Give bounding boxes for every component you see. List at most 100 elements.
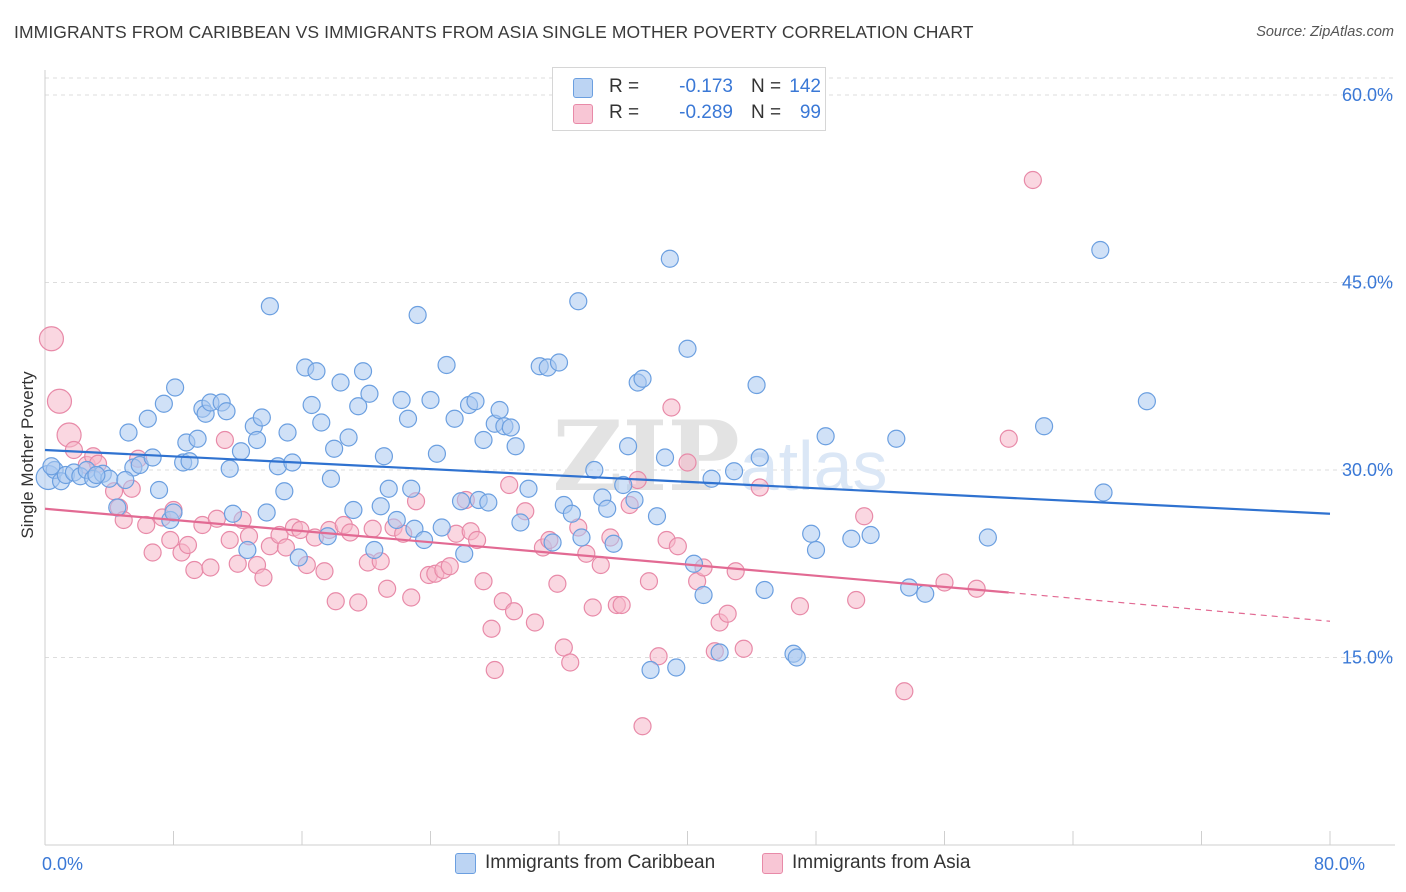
caribbean-points — [35, 240, 1156, 680]
caribbean-point — [455, 544, 474, 563]
asia-point — [718, 604, 737, 623]
caribbean-point — [138, 409, 157, 428]
y-tick-label: 15.0% — [1342, 648, 1393, 668]
asia-point — [326, 592, 345, 611]
caribbean-point — [750, 448, 769, 467]
asia-point — [612, 595, 631, 615]
asia-point — [402, 588, 421, 607]
asia-point — [220, 530, 239, 550]
asia-point — [440, 557, 459, 576]
caribbean-point — [569, 292, 588, 311]
asia-point — [1023, 170, 1042, 190]
asia-point — [485, 660, 504, 680]
legend-n-label: N = — [751, 102, 782, 123]
legend-r-value: -0.289 — [679, 102, 733, 123]
caribbean-point — [861, 525, 880, 545]
caribbean-point — [549, 353, 569, 372]
asia-point — [467, 530, 487, 550]
caribbean-point — [331, 373, 350, 392]
asia-point — [228, 554, 247, 573]
caribbean-point — [511, 513, 530, 532]
asia-point — [895, 682, 914, 701]
asia-point — [999, 429, 1018, 448]
caribbean-point — [374, 447, 394, 466]
x-tick-label: 0.0% — [42, 854, 83, 874]
caribbean-point — [402, 479, 421, 498]
chart-title: IMMIGRANTS FROM CARIBBEAN VS IMMIGRANTS … — [14, 22, 974, 42]
caribbean-point — [180, 452, 199, 471]
asia-point — [639, 572, 659, 591]
tick-labels: 15.0% 30.0% 45.0% 60.0% 0.0% 80.0% — [42, 85, 1393, 874]
asia-point — [750, 478, 769, 497]
caribbean-point — [371, 497, 390, 516]
caribbean-point — [660, 249, 679, 268]
asia-point — [855, 507, 874, 526]
y-tick-label: 30.0% — [1342, 460, 1393, 480]
caribbean-point — [116, 470, 135, 490]
caribbean-point — [437, 355, 456, 375]
y-axis-label: Single Mother Poverty — [18, 371, 37, 539]
legend-swatch-asia — [762, 853, 783, 874]
asia-point — [504, 602, 524, 621]
asia-point — [185, 560, 204, 580]
caribbean-point — [414, 530, 434, 550]
asia-point — [678, 453, 697, 472]
legend-swatch-caribbean — [455, 853, 476, 874]
caribbean-point — [392, 390, 411, 410]
asia-point — [201, 558, 220, 577]
asia-point — [662, 398, 681, 417]
asia-point — [482, 619, 501, 638]
caribbean-point — [379, 479, 398, 498]
caribbean-point — [787, 648, 806, 667]
caribbean-point — [604, 534, 623, 553]
source-label: Source: ZipAtlas.com — [1256, 24, 1394, 40]
asia-point — [378, 579, 397, 598]
legend-r-label: R = — [609, 76, 640, 97]
caribbean-point — [87, 465, 106, 485]
caribbean-point — [321, 469, 341, 488]
caribbean-point — [490, 400, 509, 420]
caribbean-point — [694, 585, 713, 605]
caribbean-point — [562, 504, 581, 523]
caribbean-point — [1094, 483, 1113, 502]
caribbean-point — [900, 578, 919, 597]
caribbean-point — [427, 444, 447, 463]
caribbean-point — [231, 442, 251, 461]
caribbean-point — [702, 469, 721, 488]
caribbean-point — [252, 408, 271, 427]
caribbean-point — [149, 480, 169, 500]
asia-point — [668, 537, 687, 556]
caribbean-point — [339, 428, 358, 447]
caribbean-point — [633, 369, 652, 388]
x-tick-label: 80.0% — [1314, 854, 1365, 874]
caribbean-point — [887, 429, 906, 448]
caribbean-point — [408, 305, 427, 325]
caribbean-point — [747, 375, 766, 395]
caribbean-point — [978, 528, 997, 547]
caribbean-point — [598, 499, 617, 518]
caribbean-point — [802, 524, 821, 543]
caribbean-point — [278, 423, 297, 442]
caribbean-point — [647, 507, 667, 526]
asia-point — [215, 430, 234, 450]
caribbean-point — [466, 392, 485, 411]
legend-n-value: 99 — [799, 102, 821, 123]
asia-point — [649, 647, 668, 666]
asia-point — [363, 519, 382, 538]
caribbean-point — [474, 430, 493, 450]
caribbean-point — [1137, 392, 1156, 411]
caribbean-point — [238, 540, 257, 560]
caribbean-point — [445, 409, 464, 428]
caribbean-point — [1034, 417, 1054, 436]
asia-point — [734, 639, 753, 658]
asia-point — [64, 440, 84, 460]
caribbean-point — [842, 529, 861, 548]
asia-point — [847, 590, 866, 610]
asia-point — [591, 555, 610, 575]
caribbean-point — [349, 397, 368, 416]
asia-point — [790, 597, 810, 616]
caribbean-point — [302, 395, 321, 415]
y-tick-label: 45.0% — [1342, 273, 1393, 293]
caribbean-point — [479, 493, 498, 512]
asia-trend-line — [44, 507, 1009, 594]
